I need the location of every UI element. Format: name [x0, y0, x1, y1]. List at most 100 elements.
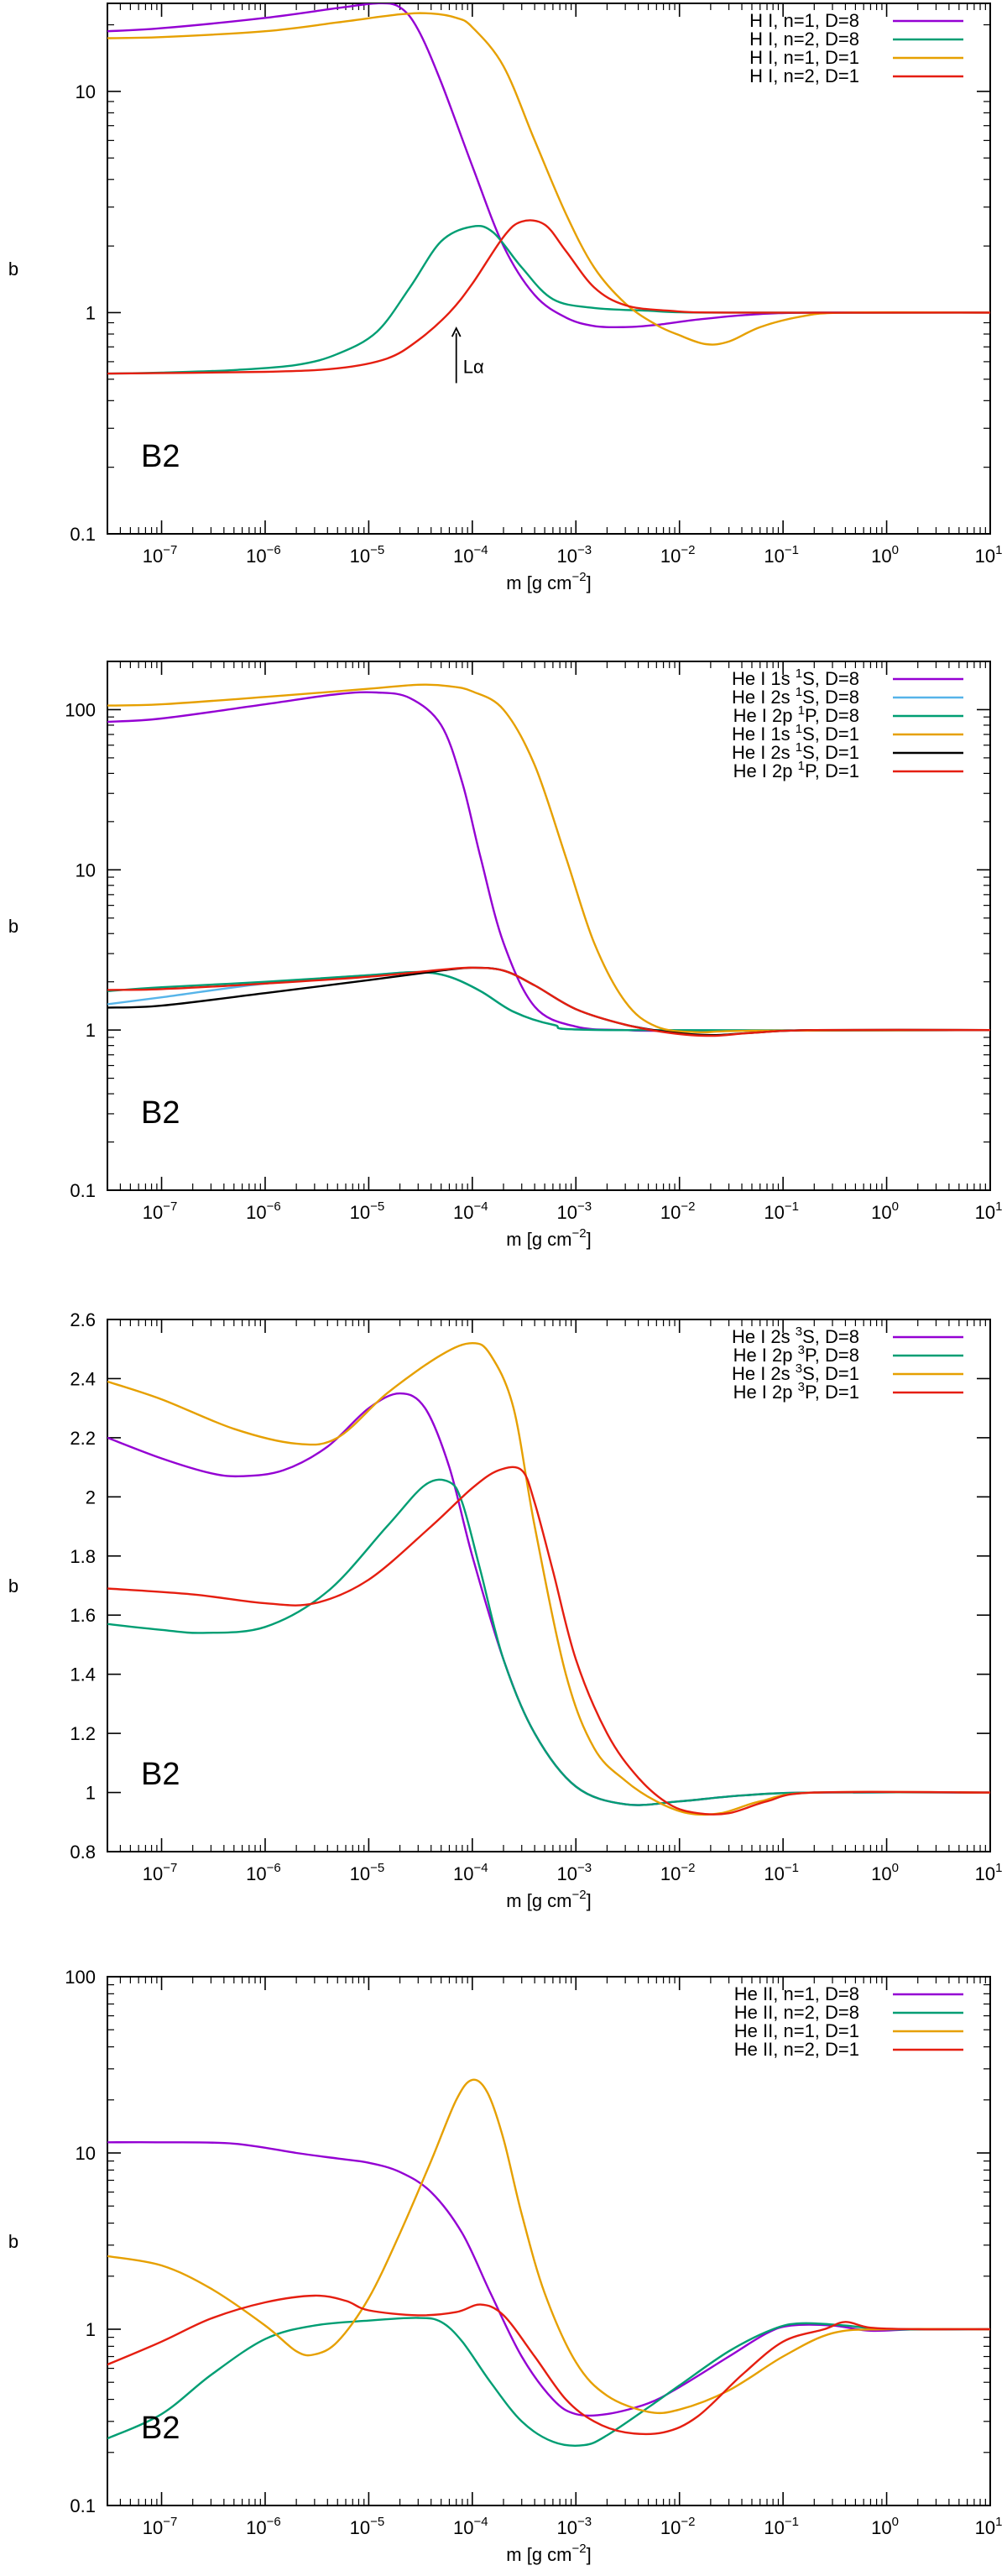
x-tick-label: 10−1	[764, 1199, 799, 1223]
x-tick-label: 10−4	[453, 2515, 488, 2538]
y-tick-label: 0.8	[70, 1842, 96, 1863]
x-tick-label: 10−2	[660, 2515, 696, 2538]
x-tick-label: 10−2	[660, 1861, 696, 1884]
x-tick-label: 10−5	[350, 1199, 385, 1223]
plot-frame	[107, 1319, 991, 1852]
y-axis-label: b	[8, 916, 18, 937]
x-axis-label: m [g cm−2]	[506, 1226, 591, 1250]
y-tick-label: 1.6	[70, 1605, 96, 1626]
panel-label: B2	[141, 1757, 180, 1792]
y-tick-label: 1	[86, 302, 96, 323]
y-tick-label: 2.2	[70, 1428, 96, 1449]
legend-label: He I 1s 1S, D=1	[732, 722, 859, 745]
y-tick-label: 2.4	[70, 1368, 96, 1389]
y-tick-label: 100	[65, 1967, 96, 1988]
legend-label: He I 2s 3S, D=8	[732, 1325, 859, 1347]
legend-label: He II, n=1, D=8	[734, 1983, 859, 2004]
y-tick-label: 10	[76, 2143, 96, 2164]
series-line-4	[107, 1466, 990, 1816]
y-tick-label: 10	[76, 81, 96, 102]
series-line-3	[107, 1342, 990, 1816]
series-line-6	[107, 966, 990, 1037]
legend-label: He II, n=2, D=8	[734, 2002, 859, 2023]
plot-frame	[107, 3, 991, 535]
series-line-4	[107, 219, 990, 375]
legend-label: He I 2s 3S, D=1	[732, 1361, 859, 1384]
x-tick-label: 10−7	[143, 2515, 178, 2538]
annotation-arrow-head	[451, 327, 462, 337]
x-tick-label: 101	[975, 2515, 1003, 2538]
chart-panel-4: 10−7 10−6 10−5 10−4 10−3 10−2 10−1 100 101 0.1 1 10…	[8, 1967, 1003, 2565]
x-axis-label: m [g cm−2]	[506, 1888, 591, 1911]
y-tick-label: 100	[65, 699, 96, 720]
x-tick-label: 10−7	[143, 1861, 178, 1884]
x-tick-label: 10−3	[556, 1199, 592, 1223]
y-tick-label: 10	[76, 860, 96, 880]
y-tick-label: 0.1	[70, 2495, 96, 2516]
x-tick-label: 10−1	[764, 1861, 799, 1884]
x-tick-label: 10−5	[350, 543, 385, 567]
y-tick-label: 2	[86, 1487, 96, 1507]
y-tick-label: 1	[86, 1783, 96, 1804]
x-tick-label: 10−6	[246, 1199, 281, 1223]
y-tick-label: 1.2	[70, 1723, 96, 1744]
x-tick-label: 10−5	[350, 2515, 385, 2538]
panel-label: B2	[141, 2411, 180, 2446]
series-line-2	[107, 224, 990, 375]
series-line-4	[107, 2294, 990, 2436]
legend-label: He II, n=2, D=1	[734, 2039, 859, 2060]
y-tick-label: 1.4	[70, 1664, 96, 1685]
plot-frame	[107, 661, 991, 1191]
series-line-1	[107, 2140, 990, 2417]
panel-label: B2	[141, 439, 180, 474]
plot-frame	[107, 1976, 991, 2506]
x-tick-label: 100	[871, 543, 899, 567]
x-tick-label: 10−1	[764, 2515, 799, 2538]
series-line-5	[107, 966, 990, 1037]
y-tick-label: 1	[86, 2319, 96, 2340]
y-axis-label: b	[8, 2231, 18, 2252]
x-tick-label: 101	[975, 1861, 1003, 1884]
series-line-2	[107, 970, 990, 1032]
chart-panel-3: 10−7 10−6 10−5 10−4 10−3 10−2 10−1 100 101 0.8 1 1.…	[8, 1309, 1003, 1911]
legend-label: He I 2s 1S, D=1	[732, 740, 859, 763]
legend-label: He II, n=1, D=1	[734, 2020, 859, 2041]
legend-label: He I 2p 3P, D=8	[733, 1343, 859, 1366]
legend-label: He I 2p 3P, D=1	[733, 1380, 859, 1403]
x-tick-label: 10−4	[453, 1199, 488, 1223]
y-axis-label: b	[8, 1575, 18, 1596]
x-tick-label: 10−1	[764, 543, 799, 567]
x-tick-label: 10−7	[143, 1199, 178, 1223]
legend-label: H I, n=1, D=8	[749, 10, 859, 31]
x-tick-label: 10−3	[556, 2515, 592, 2538]
x-tick-label: 10−6	[246, 2515, 281, 2538]
series-line-3	[107, 970, 990, 1032]
series-line-3	[107, 12, 990, 346]
x-tick-label: 10−6	[246, 1861, 281, 1884]
x-axis-label: m [g cm−2]	[506, 2542, 591, 2565]
annotation-label: Lα	[463, 356, 484, 377]
x-tick-label: 10−3	[556, 543, 592, 567]
y-axis-label: b	[8, 259, 18, 280]
y-tick-label: 1.8	[70, 1546, 96, 1567]
panel-label: B2	[141, 1095, 180, 1131]
legend-label: H I, n=2, D=1	[749, 65, 859, 86]
x-tick-label: 10−6	[246, 543, 281, 567]
x-tick-label: 10−3	[556, 1861, 592, 1884]
x-tick-label: 101	[975, 1199, 1003, 1223]
x-tick-label: 10−4	[453, 543, 488, 567]
series-line-2	[107, 2317, 990, 2447]
legend-label: H I, n=2, D=8	[749, 29, 859, 50]
legend-label: H I, n=1, D=1	[749, 47, 859, 68]
series-line-2	[107, 1478, 990, 1806]
legend-label: He I 2s 1S, D=8	[732, 685, 859, 708]
x-axis-label: m [g cm−2]	[506, 570, 591, 593]
x-tick-label: 10−2	[660, 1199, 696, 1223]
legend-label: He I 1s 1S, D=8	[732, 666, 859, 689]
series-line-4	[107, 683, 990, 1034]
y-tick-label: 0.1	[70, 524, 96, 545]
legend-label: He I 2p 1P, D=1	[733, 759, 859, 781]
x-tick-label: 101	[975, 543, 1003, 567]
x-tick-label: 100	[871, 1199, 899, 1223]
